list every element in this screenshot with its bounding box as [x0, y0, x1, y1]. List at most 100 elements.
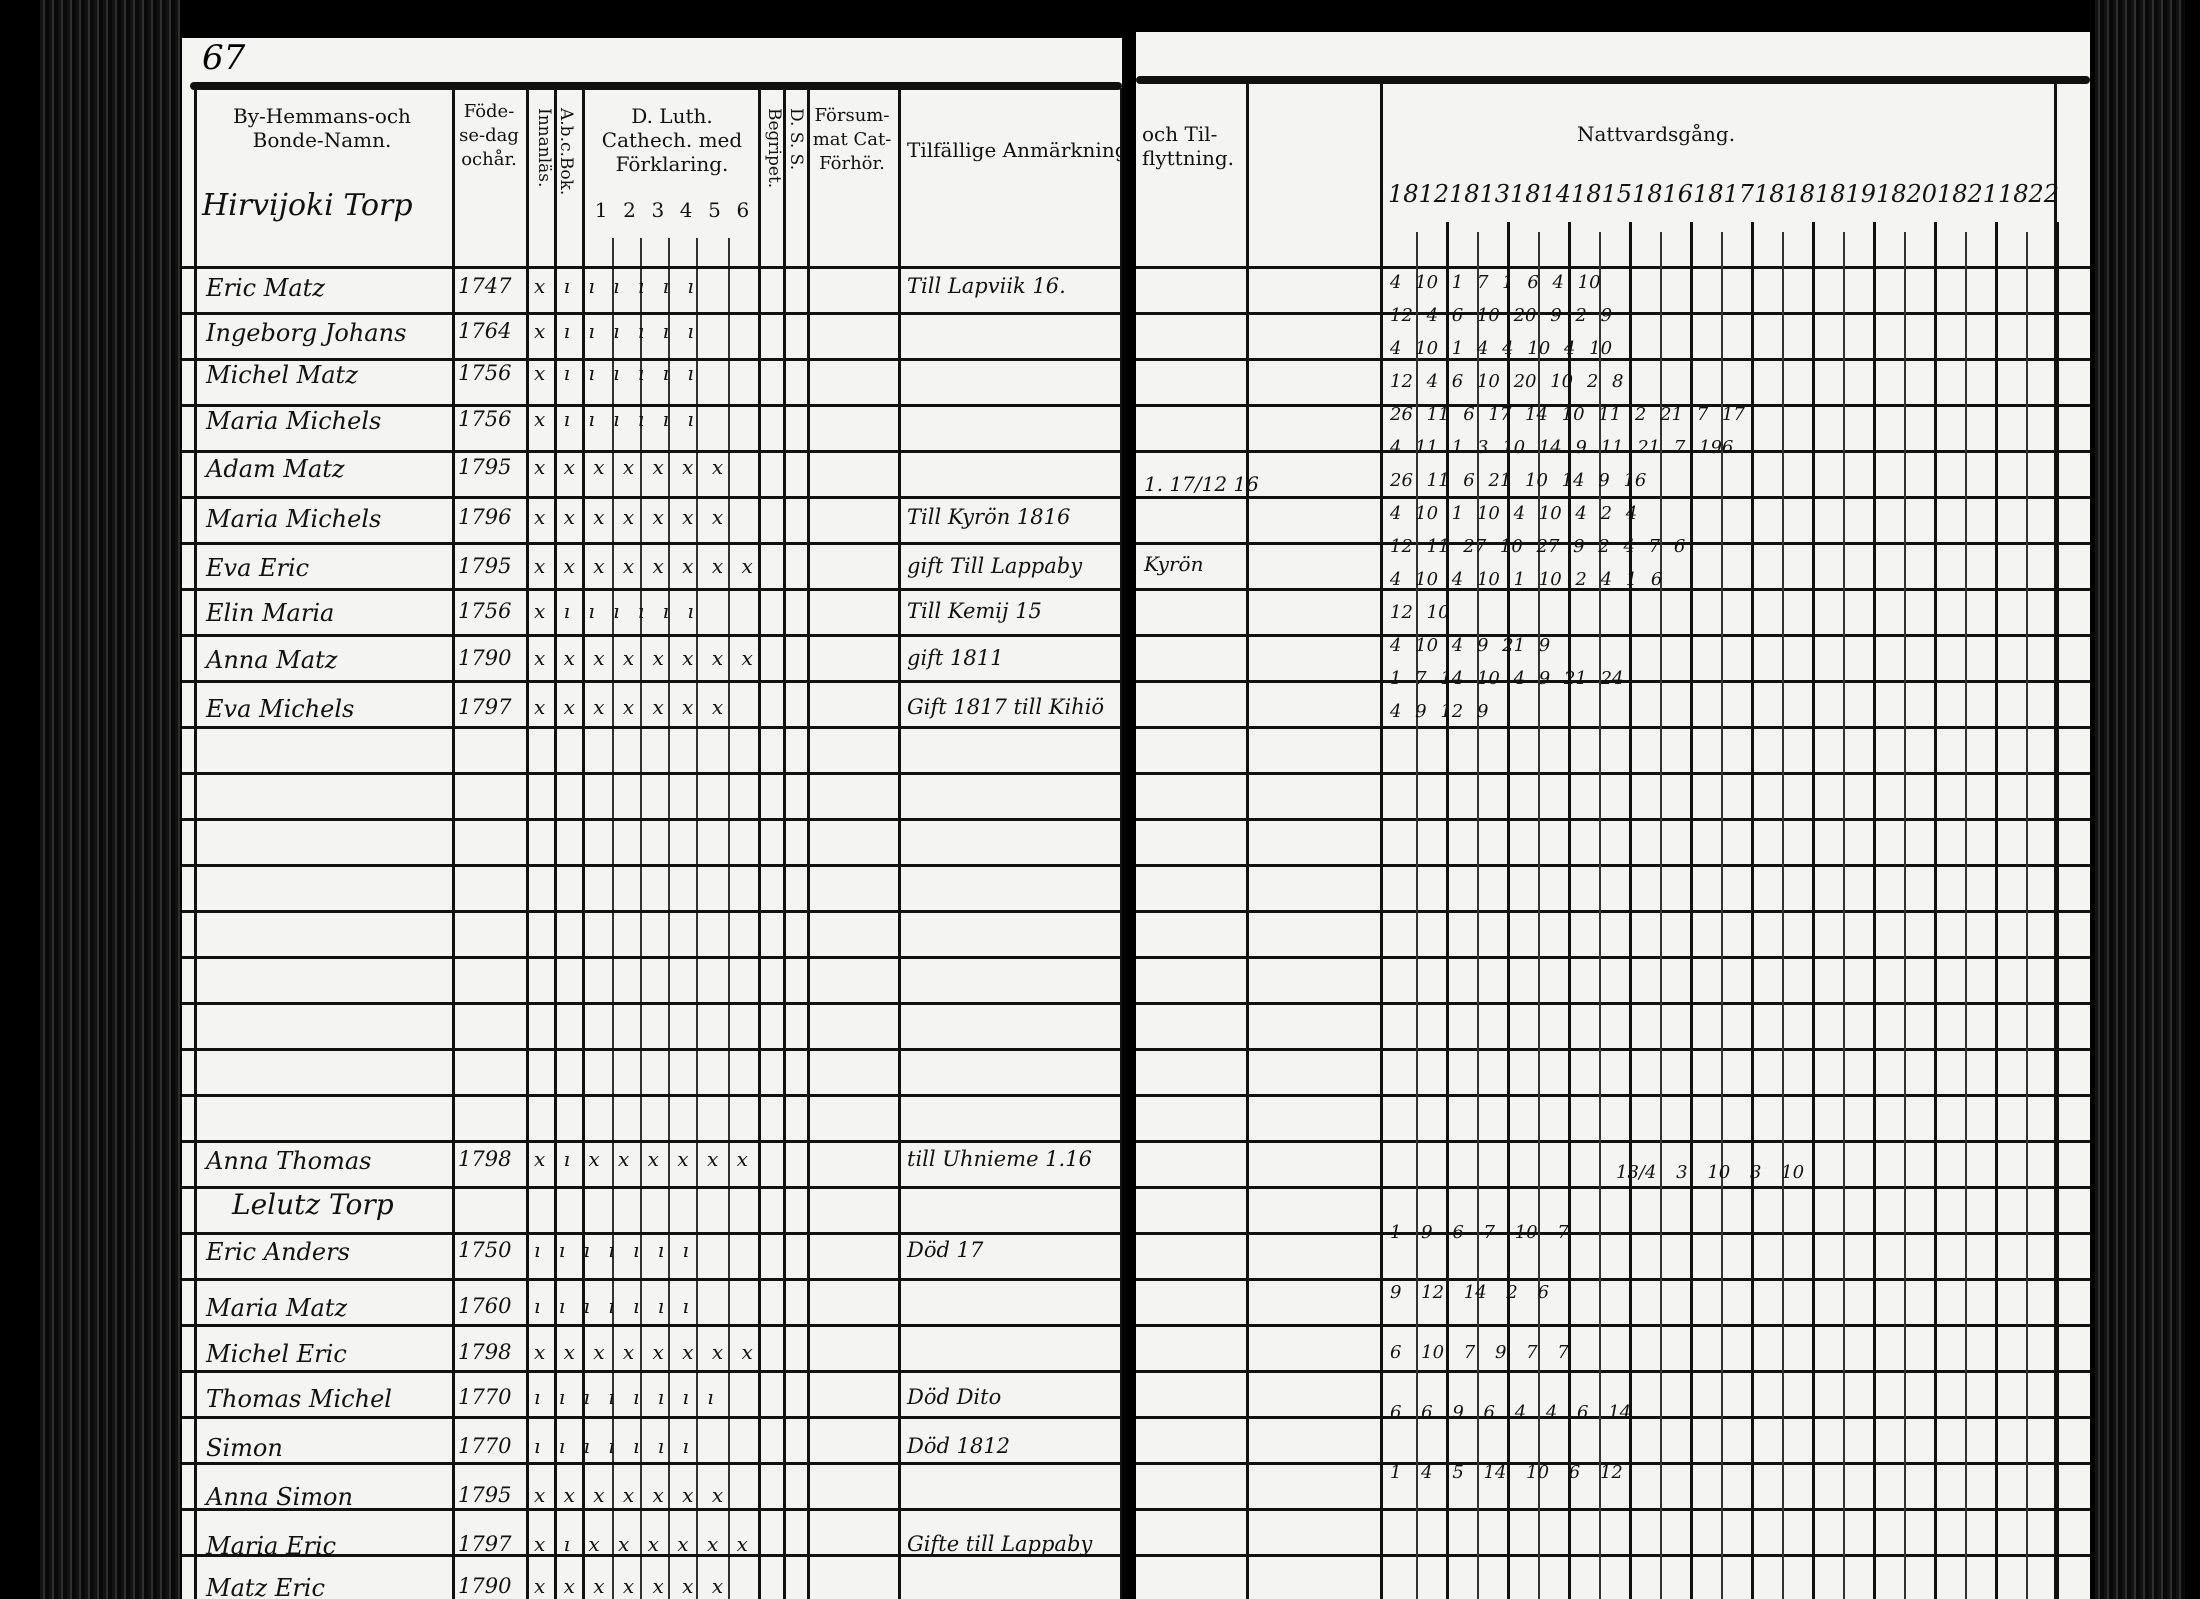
- row-rule: [182, 266, 1122, 269]
- year-header: 1821: [1937, 180, 1999, 208]
- book-edge-left: [40, 0, 180, 1599]
- catech-column-5: 5: [708, 198, 721, 222]
- year-subcolumn-rule: [1904, 232, 1906, 1599]
- person-name: Elin Maria: [206, 599, 335, 627]
- column-rule: [526, 88, 529, 1599]
- remark: Död 17: [907, 1238, 984, 1262]
- communion-entry: 12 10: [1390, 602, 1450, 623]
- catech-subcolumn-rule: [728, 238, 730, 1599]
- row-rule: [1136, 404, 2090, 407]
- row-rule: [1136, 1416, 2090, 1419]
- communion-entry: 4 11 1 3 10 14 9 11 21 7 196: [1390, 437, 1734, 458]
- exam-marks: x ı ı ı ı ı ı: [534, 599, 700, 623]
- year-column-rule: [1629, 222, 1632, 1599]
- year-header: 1815: [1571, 180, 1633, 208]
- person-name: Eric Anders: [206, 1238, 350, 1266]
- person-name: Eric Matz: [206, 274, 325, 302]
- remark: Till Kyrön 1816: [907, 505, 1071, 529]
- column-rule: [554, 88, 557, 1599]
- row-rule: [1136, 818, 2090, 821]
- row-rule: [1136, 1048, 2090, 1051]
- row-rule: [1136, 910, 2090, 913]
- catech-subcolumn-rule: [640, 238, 642, 1599]
- row-rule: [182, 1094, 1122, 1097]
- remark: Gifte till Lappaby: [907, 1532, 1093, 1556]
- page-number: 67: [202, 38, 246, 78]
- year-subcolumn-rule: [1721, 232, 1723, 1599]
- book-edge-right: [2095, 0, 2185, 1599]
- row-rule: [1136, 266, 2090, 269]
- row-rule: [1136, 450, 2090, 453]
- row-rule: [182, 772, 1122, 775]
- exam-marks: x ı ı ı ı ı ı: [534, 361, 700, 385]
- header-forsum: Försum-mat Cat-Förhör.: [812, 105, 892, 174]
- header-innanlas: Innanläs.: [534, 108, 554, 188]
- person-name: Anna Thomas: [206, 1147, 372, 1175]
- exam-marks: x x x x x x x: [534, 1574, 730, 1598]
- column-rule: [194, 88, 197, 1599]
- year-header: 1814: [1510, 180, 1572, 208]
- birth-year: 1797: [458, 695, 512, 719]
- person-name: Anna Matz: [206, 646, 338, 674]
- row-rule: [182, 1508, 1122, 1511]
- exam-marks: x x x x x x x: [534, 455, 730, 479]
- exam-marks: x x x x x x x x: [534, 1340, 759, 1364]
- right-page: och Til-flyttning. Nattvardsgång. 1812 18…: [1136, 32, 2090, 1599]
- year-header: 1817: [1693, 180, 1755, 208]
- left-page: 67 By-Hemmans-och Bonde-Namn. Föde-se-da…: [182, 38, 1122, 1599]
- exam-marks: x ı ı ı ı ı ı: [534, 274, 700, 298]
- header-flytt: och Til-flyttning.: [1142, 122, 1235, 170]
- row-rule: [182, 864, 1122, 867]
- row-rule: [1136, 312, 2090, 315]
- row-rule: [1136, 1508, 2090, 1511]
- person-name: Eva Michels: [206, 695, 355, 723]
- birth-year: 1798: [458, 1147, 512, 1171]
- remark: Till Kemij 15: [907, 599, 1042, 623]
- row-rule: [1136, 358, 2090, 361]
- row-rule: [182, 1462, 1122, 1465]
- birth-year: 1750: [458, 1238, 512, 1262]
- exam-marks: x ı ı ı ı ı ı: [534, 319, 700, 343]
- birth-year: 1795: [458, 455, 512, 479]
- communion-entry: 1 9 6 7 10 7: [1390, 1222, 1569, 1243]
- year-header: 1813: [1449, 180, 1511, 208]
- communion-entry: 12 4 6 10 20 9 2 9: [1390, 305, 1613, 326]
- header-begripet: Begripet.: [764, 108, 784, 189]
- column-rule: [898, 88, 901, 1599]
- exam-marks: ı ı ı ı ı ı ı: [534, 1294, 695, 1318]
- row-rule: [182, 634, 1122, 637]
- person-name: Michel Matz: [206, 361, 358, 389]
- year-column-rule: [1812, 222, 1815, 1599]
- person-name: Michel Eric: [206, 1340, 347, 1368]
- communion-entry: 12 11 27 10 27 9 2 4 7 6: [1390, 536, 1686, 557]
- remark: till Uhnieme 1.16: [907, 1147, 1092, 1171]
- row-rule: [1136, 1002, 2090, 1005]
- row-rule: [1136, 1462, 2090, 1465]
- communion-entry: 4 10 4 9 21 9: [1390, 635, 1551, 656]
- birth-year: 1756: [458, 361, 512, 385]
- communion-entry: 1 7 14 10 4 9 21 24: [1390, 668, 1624, 689]
- row-rule: [1136, 772, 2090, 775]
- remark: Gift 1817 till Kihiö: [907, 695, 1105, 719]
- birth-year: 1795: [458, 554, 512, 578]
- birth-year: 1790: [458, 1574, 512, 1598]
- year-column-rule: [1873, 222, 1876, 1599]
- communion-entry: 4 10 1 7 1 6 4 10: [1390, 272, 1601, 293]
- birth-year: 1770: [458, 1385, 512, 1409]
- header-anmark: Tilfällige Anmärkningar: [907, 138, 1122, 162]
- birth-year: 1756: [458, 407, 512, 431]
- year-column-rule: [1568, 222, 1571, 1599]
- year-column-rule: [1751, 222, 1754, 1599]
- person-name: Maria Matz: [206, 1294, 348, 1322]
- year-subcolumn-rule: [2026, 232, 2028, 1599]
- catech-column-2: 2: [623, 198, 636, 222]
- communion-entry: 6 6 9 6 4 4 6 14: [1390, 1402, 1632, 1423]
- row-rule: [182, 358, 1122, 361]
- person-name: Simon: [206, 1434, 283, 1462]
- row-rule: [182, 1140, 1122, 1143]
- exam-marks: ı ı ı ı ı ı ı: [534, 1434, 695, 1458]
- exam-marks: x ı x x x x x x: [534, 1147, 754, 1171]
- year-subcolumn-rule: [1538, 232, 1540, 1599]
- column-rule: [758, 88, 761, 1599]
- row-rule: [182, 1416, 1122, 1419]
